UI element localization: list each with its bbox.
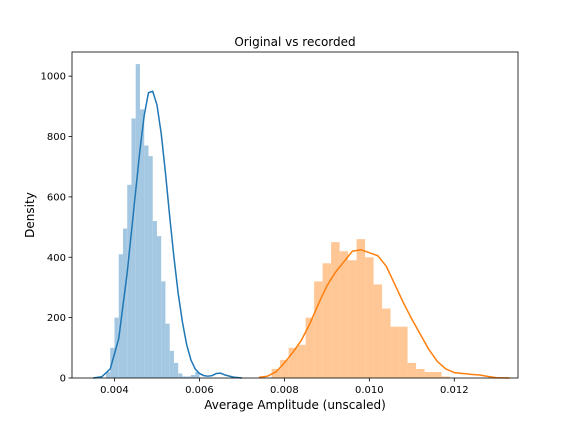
histogram-bar [152,221,157,378]
histogram-bar [118,254,123,378]
histogram-bar [178,373,183,378]
histogram-bar [365,257,374,378]
histogram-bar [305,317,315,378]
histogram-bar [148,156,153,378]
histogram-bar [356,239,366,378]
plot-frame [71,51,519,379]
histogram-bar [195,371,200,378]
histogram-bar [382,308,391,378]
histogram-bar [135,64,140,378]
histogram-bar [139,109,145,378]
histogram-bar [416,368,425,378]
histogram-bar [424,371,434,378]
histogram-bar [399,326,408,378]
kde-curves [93,90,510,379]
histogram-bar [433,371,442,378]
kde-line [93,90,242,379]
x-tick-label: 0.012 [440,385,469,396]
histogram-bar [314,281,323,378]
y-tick-label: 1000 [41,72,66,83]
histogram-bars [105,64,451,378]
x-axis-ticks: 0.004 0.006 0.008 0.010 0.012 [100,378,469,396]
histogram-bar [339,251,349,378]
histogram-bar [190,374,196,378]
chart-title: Original vs recorded [234,35,355,49]
histogram-bar [173,362,179,378]
y-axis-ticks: 0 200 400 600 800 1000 [41,72,72,385]
histogram-bar [271,368,281,378]
histogram-bar [156,236,162,378]
histogram-bar [322,263,332,378]
histogram-bar [373,284,383,378]
histogram-bar [186,376,191,378]
x-tick-label: 0.008 [270,385,299,396]
histogram-bar [127,184,132,378]
x-tick-label: 0.006 [185,385,214,396]
x-axis-label: Average Amplitude (unscaled) [204,398,386,412]
histogram-bar [280,359,289,378]
y-tick-label: 400 [47,253,66,264]
histogram-bar [348,260,357,378]
histogram-bar [131,118,136,378]
y-tick-label: 800 [47,132,66,143]
x-tick-label: 0.010 [355,385,384,396]
histogram-bar [441,376,451,378]
histogram-bar [122,228,128,378]
kde-line [258,248,510,379]
histogram-bar [182,376,187,378]
histogram-bar [390,326,400,378]
histogram-bar [161,281,166,378]
histogram-bar [331,242,340,378]
y-tick-label: 0 [60,374,66,385]
histogram-bar [165,323,170,378]
histogram-bar [169,350,174,378]
histogram-bar [144,145,149,378]
histogram-bar [105,371,111,378]
x-tick-label: 0.004 [100,385,129,396]
histogram-bar [407,362,417,378]
histogram-bar [297,344,306,378]
y-tick-label: 600 [47,192,66,203]
y-axis-label: Density [23,192,37,238]
y-tick-label: 200 [47,313,66,324]
histogram-bar [288,347,298,378]
